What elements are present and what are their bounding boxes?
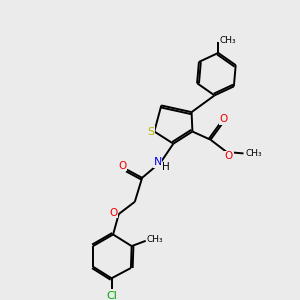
Text: S: S [147,127,155,136]
Text: CH₃: CH₃ [147,235,163,244]
Text: H: H [162,162,170,172]
Text: O: O [220,114,228,124]
Text: O: O [119,160,127,171]
Text: CH₃: CH₃ [220,36,236,45]
Text: O: O [110,208,118,218]
Text: CH₃: CH₃ [245,149,262,158]
Text: N: N [153,158,162,167]
Text: Cl: Cl [106,291,117,300]
Text: O: O [225,151,233,161]
